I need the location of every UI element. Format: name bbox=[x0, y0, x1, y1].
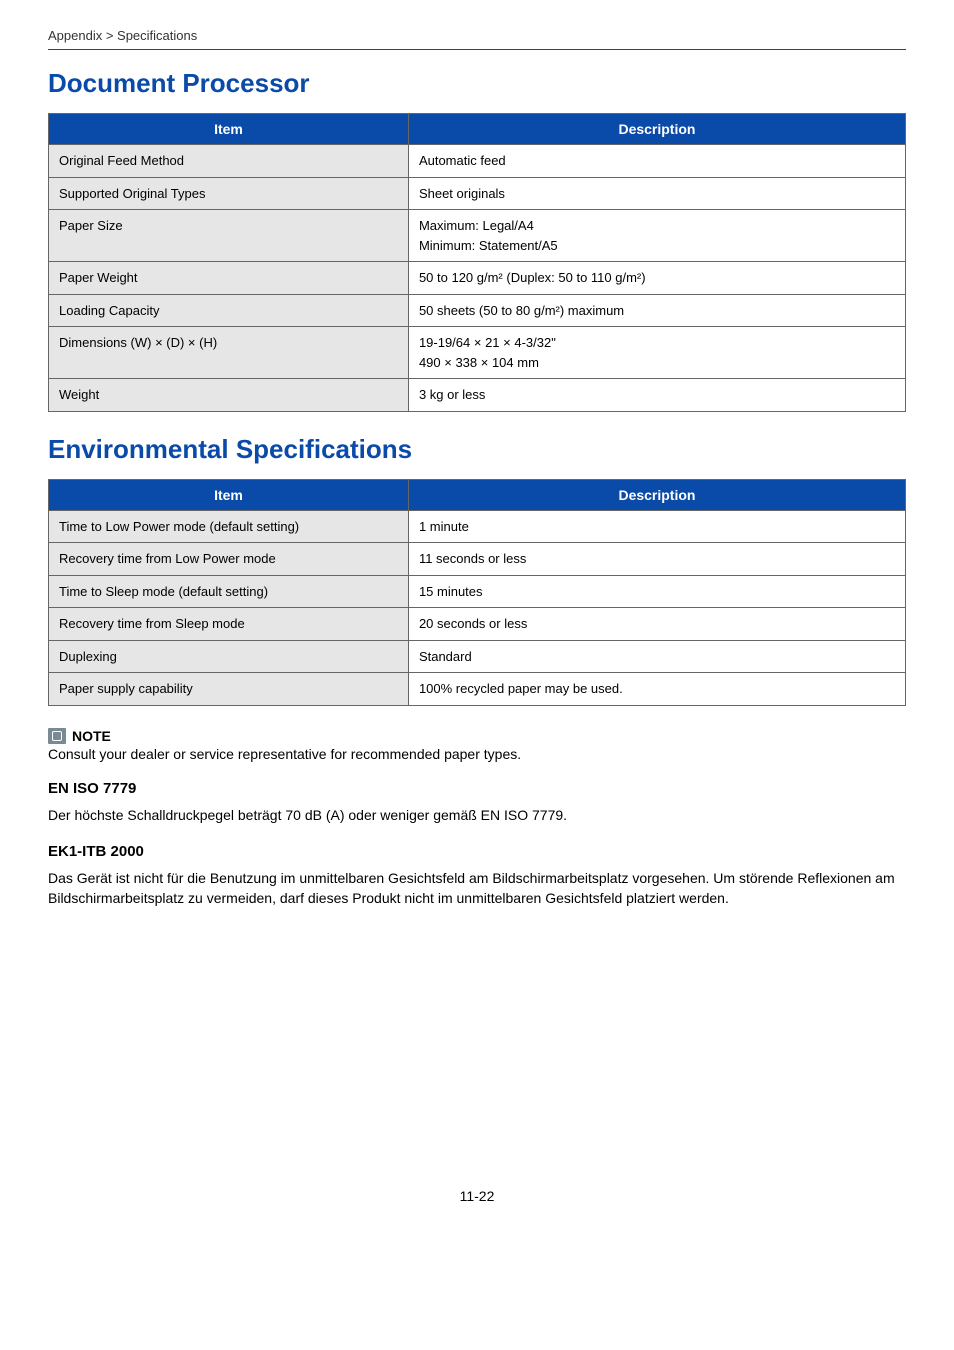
cell-desc: 20 seconds or less bbox=[408, 608, 905, 641]
section2-table: Item Description Time to Low Power mode … bbox=[48, 479, 906, 706]
cell-desc: Standard bbox=[408, 640, 905, 673]
cell-item: Original Feed Method bbox=[49, 145, 409, 178]
section1-title: Document Processor bbox=[48, 68, 906, 99]
cell-item: Duplexing bbox=[49, 640, 409, 673]
table-row: Original Feed MethodAutomatic feed bbox=[49, 145, 906, 178]
cell-item: Time to Low Power mode (default setting) bbox=[49, 510, 409, 543]
cell-item: Loading Capacity bbox=[49, 294, 409, 327]
iso-text: Der höchste Schalldruckpegel beträgt 70 … bbox=[48, 805, 906, 825]
col-header-desc: Description bbox=[408, 114, 905, 145]
section2-body: Time to Low Power mode (default setting)… bbox=[49, 510, 906, 705]
cell-item: Recovery time from Sleep mode bbox=[49, 608, 409, 641]
cell-item: Time to Sleep mode (default setting) bbox=[49, 575, 409, 608]
cell-desc: 50 sheets (50 to 80 g/m²) maximum bbox=[408, 294, 905, 327]
section1-body: Original Feed MethodAutomatic feedSuppor… bbox=[49, 145, 906, 412]
col-header-item: Item bbox=[49, 479, 409, 510]
cell-desc: 15 minutes bbox=[408, 575, 905, 608]
section2-title: Environmental Specifications bbox=[48, 434, 906, 465]
cell-desc: 1 minute bbox=[408, 510, 905, 543]
note-text: Consult your dealer or service represent… bbox=[48, 746, 906, 762]
cell-item: Paper supply capability bbox=[49, 673, 409, 706]
cell-desc: 3 kg or less bbox=[408, 379, 905, 412]
ek1-text: Das Gerät ist nicht für die Benutzung im… bbox=[48, 868, 906, 909]
cell-desc: Automatic feed bbox=[408, 145, 905, 178]
table-row: Loading Capacity50 sheets (50 to 80 g/m²… bbox=[49, 294, 906, 327]
cell-desc: Maximum: Legal/A4Minimum: Statement/A5 bbox=[408, 210, 905, 262]
col-header-item: Item bbox=[49, 114, 409, 145]
cell-item: Recovery time from Low Power mode bbox=[49, 543, 409, 576]
cell-desc: 100% recycled paper may be used. bbox=[408, 673, 905, 706]
note-block: NOTE Consult your dealer or service repr… bbox=[48, 728, 906, 762]
cell-item: Dimensions (W) × (D) × (H) bbox=[49, 327, 409, 379]
col-header-desc: Description bbox=[408, 479, 905, 510]
section1-table: Item Description Original Feed MethodAut… bbox=[48, 113, 906, 412]
breadcrumb: Appendix > Specifications bbox=[48, 28, 906, 49]
table-row: Weight3 kg or less bbox=[49, 379, 906, 412]
ek1-heading: EK1-ITB 2000 bbox=[48, 843, 906, 860]
table-row: Recovery time from Low Power mode11 seco… bbox=[49, 543, 906, 576]
table-row: Paper Weight50 to 120 g/m² (Duplex: 50 t… bbox=[49, 262, 906, 295]
note-label: NOTE bbox=[72, 728, 111, 744]
table-row: Paper supply capability100% recycled pap… bbox=[49, 673, 906, 706]
page-number: 11-22 bbox=[48, 1188, 906, 1204]
table-row: Time to Low Power mode (default setting)… bbox=[49, 510, 906, 543]
page-container: Appendix > Specifications Document Proce… bbox=[0, 0, 954, 1244]
note-icon bbox=[48, 728, 66, 744]
divider bbox=[48, 49, 906, 50]
cell-item: Paper Size bbox=[49, 210, 409, 262]
table-row: Supported Original TypesSheet originals bbox=[49, 177, 906, 210]
table-row: Paper SizeMaximum: Legal/A4Minimum: Stat… bbox=[49, 210, 906, 262]
table-row: Time to Sleep mode (default setting)15 m… bbox=[49, 575, 906, 608]
cell-item: Supported Original Types bbox=[49, 177, 409, 210]
cell-desc: Sheet originals bbox=[408, 177, 905, 210]
table-row: Dimensions (W) × (D) × (H)19-19/64 × 21 … bbox=[49, 327, 906, 379]
cell-desc: 11 seconds or less bbox=[408, 543, 905, 576]
table-row: Recovery time from Sleep mode20 seconds … bbox=[49, 608, 906, 641]
cell-desc: 50 to 120 g/m² (Duplex: 50 to 110 g/m²) bbox=[408, 262, 905, 295]
iso-heading: EN ISO 7779 bbox=[48, 780, 906, 797]
cell-item: Weight bbox=[49, 379, 409, 412]
cell-desc: 19-19/64 × 21 × 4-3/32"490 × 338 × 104 m… bbox=[408, 327, 905, 379]
cell-item: Paper Weight bbox=[49, 262, 409, 295]
note-header: NOTE bbox=[48, 728, 906, 744]
table-row: DuplexingStandard bbox=[49, 640, 906, 673]
